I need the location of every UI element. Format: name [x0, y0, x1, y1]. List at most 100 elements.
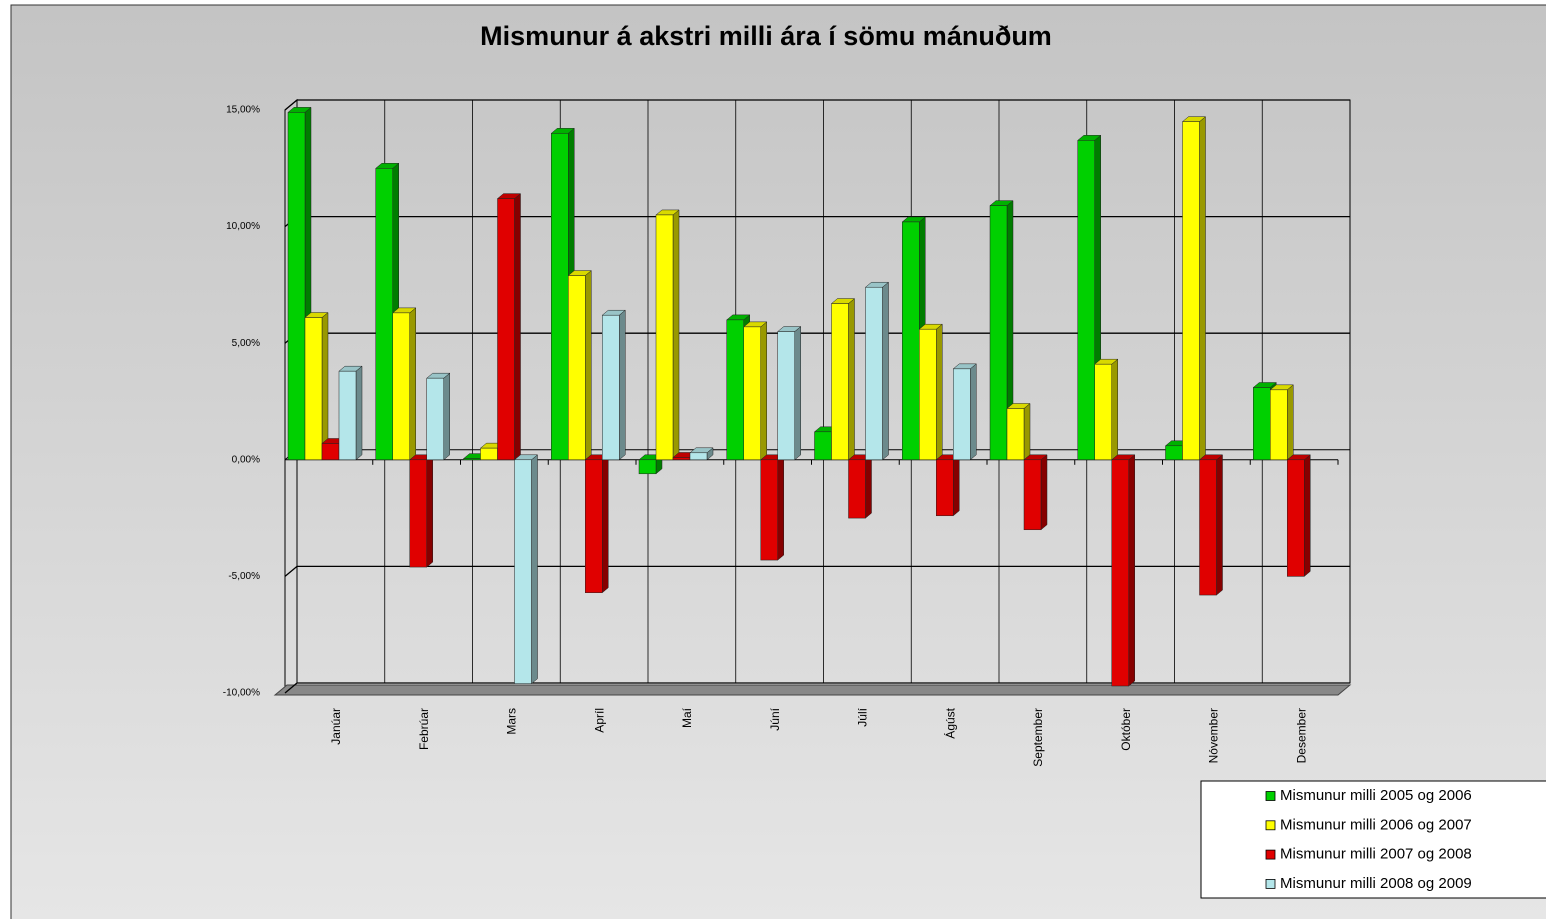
y-tick-label: 5,00%: [232, 338, 260, 349]
bar-front: [1199, 459, 1217, 596]
bar-side: [1023, 402, 1031, 461]
bar-side: [1216, 454, 1223, 596]
legend-swatch: [1265, 820, 1276, 831]
bar: [426, 372, 451, 461]
bar-side: [760, 321, 767, 461]
x-tick-label: Apríl: [592, 708, 606, 733]
bar: [567, 270, 592, 461]
bar: [655, 209, 680, 461]
x-tick-label: Maí: [680, 707, 694, 728]
bar-side: [409, 307, 416, 461]
bar-front: [919, 328, 937, 461]
bar-front: [426, 377, 444, 461]
bar: [496, 193, 522, 461]
bar: [409, 454, 434, 568]
bar: [1269, 384, 1294, 461]
bar: [392, 307, 417, 461]
bar-front: [865, 286, 883, 461]
bar-front: [1077, 140, 1095, 461]
bar-side: [355, 365, 363, 461]
bar-front: [514, 459, 532, 684]
bar-front: [321, 443, 340, 461]
x-tick-label: Ágúst: [942, 707, 957, 738]
bar-side: [1199, 116, 1206, 461]
bar-front: [497, 198, 515, 461]
bar-side: [321, 312, 329, 461]
x-tick-label: Október: [1119, 708, 1133, 751]
bar-front: [1094, 363, 1112, 461]
bar-front: [936, 459, 954, 517]
bar: [689, 447, 714, 461]
grid-line: [284, 682, 1350, 694]
bar-front: [672, 457, 691, 461]
bar: [513, 454, 539, 685]
bar-side: [443, 372, 450, 461]
bar-front: [480, 447, 498, 461]
bar-side: [970, 363, 977, 461]
bar-front: [1270, 389, 1288, 461]
bar-front: [1023, 459, 1042, 531]
bar: [847, 454, 873, 519]
bar-side: [1040, 454, 1048, 531]
bar: [338, 365, 363, 461]
bar-front: [1165, 445, 1183, 461]
bar-front: [287, 112, 306, 461]
bar-front: [304, 317, 323, 461]
bar: [830, 298, 856, 461]
legend-swatch: [1265, 879, 1276, 889]
bar-front: [814, 431, 832, 461]
bar-front: [375, 168, 393, 461]
bar: [1094, 358, 1119, 461]
chart-title: Mismunur á akstri milli ára í sömu mánuð…: [480, 21, 1052, 51]
bar-side: [882, 281, 889, 461]
bar-front: [551, 133, 569, 461]
legend-label: Mismunur milli 2007 og 2008: [1280, 846, 1472, 863]
bar-side: [619, 309, 626, 461]
legend-swatch: [1265, 849, 1276, 860]
bar-front: [760, 459, 778, 561]
x-tick-label: Nóvember: [1207, 708, 1221, 763]
bar-front: [392, 312, 410, 461]
grid-line: [284, 99, 1350, 111]
bar-side: [672, 209, 680, 461]
bar: [1286, 454, 1311, 577]
bar-side: [1128, 454, 1135, 687]
bar-side: [531, 454, 538, 685]
legend-label: Mismunur milli 2008 og 2009: [1280, 875, 1472, 892]
bar-side: [426, 454, 433, 568]
bar-front: [1287, 459, 1305, 577]
x-tick-label: Júní: [768, 707, 782, 730]
y-tick-label: -5,00%: [228, 571, 260, 582]
bar-front: [338, 370, 357, 461]
bar: [1006, 402, 1031, 461]
legend: [1200, 780, 1546, 899]
bar: [1111, 454, 1136, 687]
bar-front: [1111, 459, 1129, 687]
bar-side: [777, 454, 784, 561]
bar-front: [1253, 387, 1271, 461]
bar-front: [902, 221, 920, 461]
bar-front: [689, 452, 708, 461]
bar-front: [463, 458, 481, 461]
bar-side: [953, 454, 960, 517]
legend-swatch: [1265, 791, 1276, 801]
bar-front: [602, 314, 620, 461]
plot: -10,00% -5,00% 0,00% 5,00% 10,00% 15,00% Janúa…: [223, 98, 1352, 767]
bar-side: [1111, 358, 1118, 461]
bar-front: [585, 459, 603, 593]
bar: [760, 454, 785, 561]
bar-side: [865, 454, 872, 519]
bar-side: [936, 323, 943, 461]
x-tick-label: Desember: [1294, 708, 1308, 763]
x-tick-label: September: [1031, 708, 1045, 767]
x-tick-label: Mars: [505, 708, 519, 735]
bar-front: [726, 319, 744, 461]
bar-front: [743, 326, 761, 461]
bar: [1181, 116, 1207, 461]
bar-front: [848, 459, 866, 519]
bar-front: [777, 331, 795, 461]
bar: [743, 321, 768, 461]
bar: [952, 363, 977, 461]
bar-front: [989, 205, 1008, 461]
bar: [935, 454, 960, 517]
